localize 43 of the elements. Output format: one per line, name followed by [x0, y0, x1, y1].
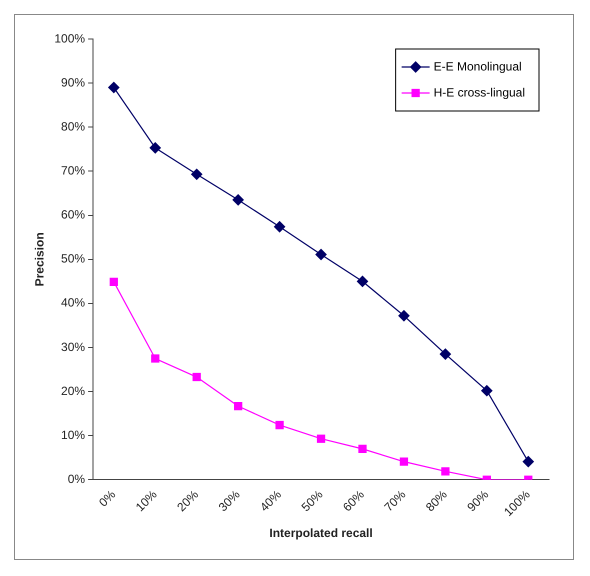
point: [400, 458, 408, 466]
x-tick-label: 50%: [298, 487, 326, 514]
y-tick-label: 70%: [61, 164, 86, 178]
point: [316, 434, 326, 443]
point: [191, 168, 202, 180]
point: [274, 221, 286, 232]
legend-label: E-E Monolingual: [434, 59, 522, 74]
x-tick-label: 90%: [464, 487, 492, 514]
y-tick-label: 20%: [61, 384, 86, 398]
x-tick-label: 80%: [422, 487, 450, 514]
x-tick-label: 70%: [382, 487, 409, 514]
point: [150, 142, 161, 154]
point: [110, 278, 118, 286]
x-axis-title: Interpolated recall: [269, 526, 373, 540]
point: [108, 82, 120, 94]
x-tick-label: 0%: [96, 487, 119, 510]
legend-label: H-E cross-lingual: [434, 85, 525, 100]
y-tick-label: 50%: [61, 252, 86, 266]
point: [234, 402, 242, 410]
point: [481, 385, 492, 396]
y-tick-label: 80%: [61, 119, 86, 134]
y-tick-label: 60%: [61, 208, 86, 222]
y-tick-label: 10%: [61, 428, 86, 442]
point: [275, 420, 284, 430]
point: [522, 456, 534, 468]
y-tick-label: 90%: [61, 75, 86, 90]
y-tick-label: 100%: [54, 31, 86, 46]
point: [315, 248, 327, 260]
point: [440, 348, 451, 360]
point: [192, 372, 201, 382]
y-axis-title: Precision: [32, 232, 47, 286]
x-tick-label: 40%: [257, 487, 284, 514]
point: [151, 354, 160, 363]
x-tick-label: 30%: [216, 487, 243, 514]
y-tick-label: 40%: [61, 296, 86, 310]
point: [358, 444, 367, 453]
y-tick-label: 0%: [68, 472, 86, 486]
x-tick-label: 60%: [340, 487, 368, 514]
point: [232, 194, 244, 206]
point: [356, 276, 368, 287]
y-tick-label: 30%: [61, 340, 86, 354]
point: [441, 467, 450, 476]
point: [398, 310, 410, 322]
